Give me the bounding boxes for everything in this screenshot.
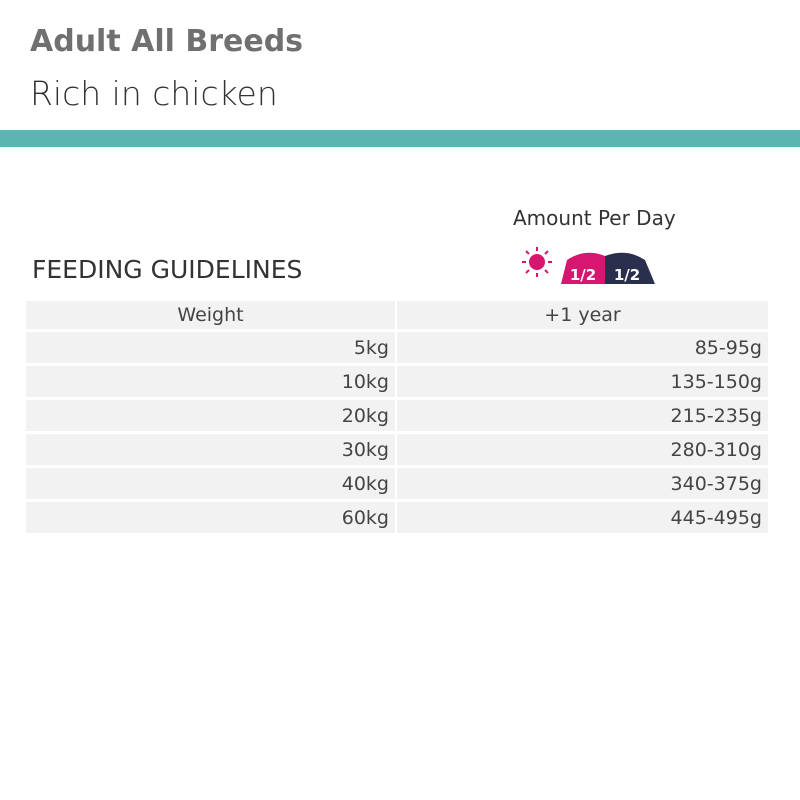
column-header: +1 year — [397, 301, 768, 329]
amount-cell: 215-235g — [397, 400, 768, 431]
amount-cell: 445-495g — [397, 502, 768, 533]
feeding-table: Weight +1 year 5kg 85-95g 10kg 135-150g 20kg… — [24, 298, 770, 536]
table-row: 20kg 215-235g — [26, 400, 768, 431]
table-body: 5kg 85-95g 10kg 135-150g 20kg 215-235g 30kg 280… — [26, 332, 768, 533]
weight-cell: 40kg — [26, 468, 395, 499]
header-row: Weight +1 year — [26, 301, 768, 329]
amount-cell: 340-375g — [397, 468, 768, 499]
table-row: 5kg 85-95g — [26, 332, 768, 363]
portion-icon: 1/2 1/2 — [522, 247, 677, 284]
portion-morning: 1/2 — [570, 266, 596, 284]
section-title: FEEDING GUIDELINES — [32, 255, 303, 284]
column-header: Weight — [26, 301, 395, 329]
table-row: 60kg 445-495g — [26, 502, 768, 533]
table-row: 10kg 135-150g — [26, 366, 768, 397]
bowl-morning — [561, 252, 605, 284]
weight-cell: 20kg — [26, 400, 395, 431]
subtitle: Rich in chicken — [30, 74, 278, 113]
table-row: 30kg 280-310g — [26, 434, 768, 465]
amount-cell: 280-310g — [397, 434, 768, 465]
weight-cell: 5kg — [26, 332, 395, 363]
weight-cell: 10kg — [26, 366, 395, 397]
amount-cell: 135-150g — [397, 366, 768, 397]
amount-cell: 85-95g — [397, 332, 768, 363]
table-row: 40kg 340-375g — [26, 468, 768, 499]
title: Adult All Breeds — [30, 24, 304, 59]
bowl-evening — [605, 252, 655, 284]
accent-bar — [0, 130, 800, 147]
amount-label: Amount Per Day — [513, 206, 676, 230]
moon — [663, 252, 677, 275]
weight-cell: 30kg — [26, 434, 395, 465]
sun — [522, 247, 552, 277]
portion-evening: 1/2 — [614, 266, 640, 284]
weight-cell: 60kg — [26, 502, 395, 533]
